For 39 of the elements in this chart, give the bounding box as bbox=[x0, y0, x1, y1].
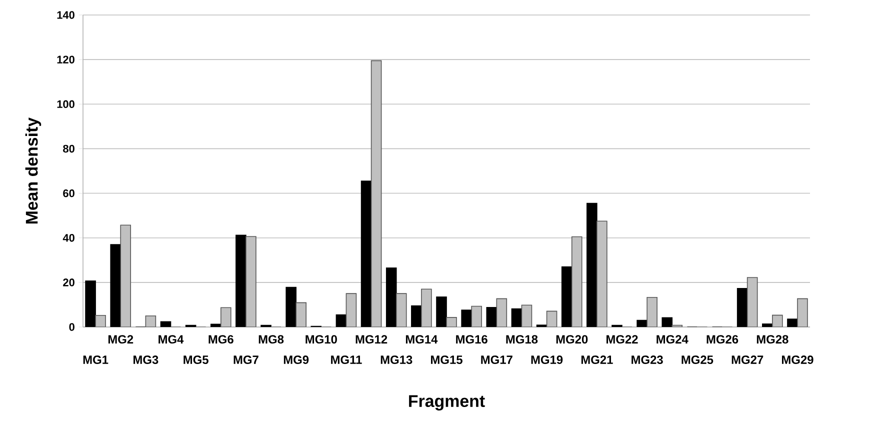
x-axis-title: Fragment bbox=[409, 395, 485, 410]
x-tick-label: MG16 bbox=[456, 335, 488, 344]
x-tick-label: MG25 bbox=[682, 356, 714, 364]
x-tick-label: MG11 bbox=[331, 356, 362, 364]
x-tick-label: MG21 bbox=[581, 356, 613, 364]
x-tick-label: MG29 bbox=[782, 356, 814, 364]
x-tick-label: MG28 bbox=[756, 335, 788, 344]
x-tick-label: MG1 bbox=[83, 356, 108, 364]
x-tick-label: MG20 bbox=[556, 335, 588, 344]
y-tick-label: 0 bbox=[69, 323, 74, 331]
y-tick-label: 100 bbox=[57, 100, 74, 108]
x-tick-label: MG17 bbox=[481, 356, 512, 364]
x-tick-label: MG8 bbox=[258, 335, 284, 344]
y-tick-label: 80 bbox=[63, 144, 74, 153]
x-tick-label: MG9 bbox=[284, 356, 309, 364]
x-tick-label: MG6 bbox=[208, 335, 234, 344]
x-tick-label: MG27 bbox=[732, 356, 764, 364]
x-tick-label: MG19 bbox=[531, 356, 563, 364]
x-tick-label: MG14 bbox=[406, 335, 438, 344]
x-tick-label: MG7 bbox=[234, 356, 258, 364]
x-tick-label: MG22 bbox=[606, 335, 638, 344]
x-tick-label: MG23 bbox=[632, 356, 663, 364]
y-tick-label: 20 bbox=[63, 278, 74, 286]
x-tick-label: MG2 bbox=[108, 335, 134, 344]
x-tick-label: MG10 bbox=[306, 335, 337, 344]
y-tick-label: 60 bbox=[63, 189, 74, 198]
y-tick-label: 140 bbox=[57, 11, 74, 19]
x-tick-label: MG24 bbox=[656, 335, 688, 344]
y-tick-label: 40 bbox=[62, 234, 74, 242]
x-tick-label: MG12 bbox=[356, 335, 388, 344]
x-tick-label: MG13 bbox=[380, 356, 412, 364]
x-tick-label: MG4 bbox=[158, 335, 184, 344]
x-tick-label: MG5 bbox=[184, 356, 208, 364]
y-tick-label: 120 bbox=[57, 56, 74, 64]
y-axis-title: Mean density bbox=[25, 117, 42, 224]
x-tick-label: MG15 bbox=[431, 356, 462, 364]
x-tick-label: MG26 bbox=[706, 335, 738, 344]
x-tick-label: MG18 bbox=[506, 335, 538, 344]
x-tick-label: MG3 bbox=[134, 356, 158, 364]
